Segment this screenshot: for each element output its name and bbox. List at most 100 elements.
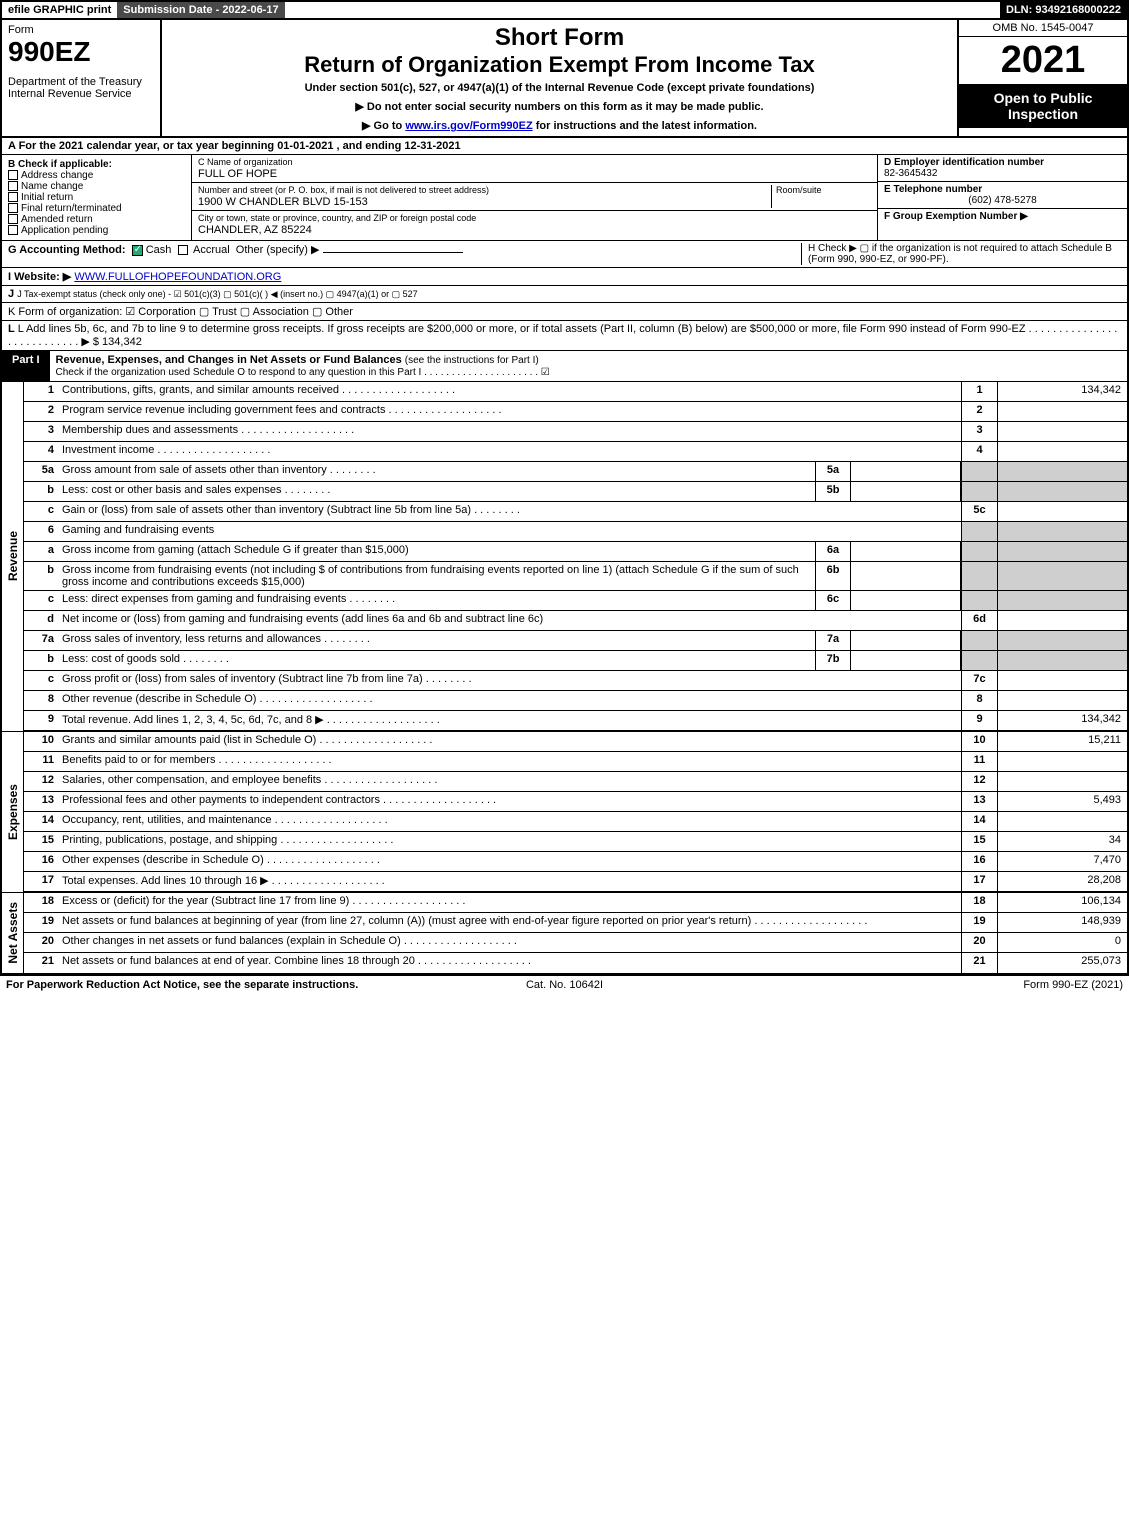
l21-val: 255,073 (997, 953, 1127, 973)
l5b-desc: Less: cost or other basis and sales expe… (58, 482, 815, 501)
grp-lbl: F Group Exemption Number ▶ (884, 211, 1028, 222)
l7c-desc: Gross profit or (loss) from sales of inv… (58, 671, 961, 690)
net-lines: 18Excess or (deficit) for the year (Subt… (24, 893, 1127, 973)
l8-desc: Other revenue (describe in Schedule O) (58, 691, 961, 710)
col-c: C Name of organization FULL OF HOPE Numb… (192, 155, 877, 240)
cb-name-change[interactable]: Name change (8, 181, 185, 192)
l7b-subval (851, 651, 961, 670)
c-addr-row: Number and street (or P. O. box, if mail… (192, 183, 877, 211)
l1-val: 134,342 (997, 382, 1127, 401)
goto-link[interactable]: www.irs.gov/Form990EZ (405, 120, 532, 132)
l18-val: 106,134 (997, 893, 1127, 912)
return-title: Return of Organization Exempt From Incom… (168, 52, 951, 78)
cb-amended-return[interactable]: Amended return (8, 214, 185, 225)
form-header: Form 990EZ Department of the Treasury In… (0, 20, 1129, 138)
l21-desc: Net assets or fund balances at end of ye… (58, 953, 961, 973)
l19-desc: Net assets or fund balances at beginning… (58, 913, 961, 932)
org-address: 1900 W CHANDLER BLVD 15-153 (198, 196, 368, 208)
row-k: K Form of organization: ☑ Corporation ▢ … (0, 303, 1129, 321)
cb-accrual[interactable] (178, 245, 188, 255)
c-name-lbl: C Name of organization (198, 157, 293, 167)
topbar-spacer (285, 2, 1000, 18)
l2-val (997, 402, 1127, 421)
tel-val: (602) 478-5278 (884, 195, 1121, 206)
part1-header: Part I Revenue, Expenses, and Changes in… (0, 351, 1129, 382)
l4-val (997, 442, 1127, 461)
net-side-label: Net Assets (2, 893, 24, 973)
l14-val (997, 812, 1127, 831)
l6-desc: Gaming and fundraising events (58, 522, 961, 541)
cb-initial-return[interactable]: Initial return (8, 192, 185, 203)
part1-check: Check if the organization used Schedule … (56, 367, 550, 378)
dln-label: DLN: 93492168000222 (1000, 2, 1127, 18)
l3-val (997, 422, 1127, 441)
expenses-side-label: Expenses (2, 732, 24, 892)
l9-val: 134,342 (997, 711, 1127, 730)
room-lbl: Room/suite (776, 185, 822, 195)
row-i: I Website: ▶ WWW.FULLOFHOPEFOUNDATION.OR… (0, 268, 1129, 286)
row-l: L L Add lines 5b, 6c, and 7b to line 9 t… (0, 321, 1129, 351)
l5c-val (997, 502, 1127, 521)
header-right: OMB No. 1545-0047 2021 Open to Public In… (957, 20, 1127, 136)
l18-desc: Excess or (deficit) for the year (Subtra… (58, 893, 961, 912)
ein-lbl: D Employer identification number (884, 157, 1044, 168)
l5a-desc: Gross amount from sale of assets other t… (58, 462, 815, 481)
l6b-desc: Gross income from fundraising events (no… (58, 562, 815, 590)
revenue-side-label: Revenue (2, 382, 24, 731)
header-left: Form 990EZ Department of the Treasury In… (2, 20, 162, 136)
row-g-h: G Accounting Method: Cash Accrual Other … (0, 241, 1129, 268)
l7c-val (997, 671, 1127, 690)
l9-desc: Total revenue. Add lines 1, 2, 3, 4, 5c,… (58, 711, 961, 730)
l10-desc: Grants and similar amounts paid (list in… (58, 732, 961, 751)
net-assets-table: Net Assets 18Excess or (deficit) for the… (0, 892, 1129, 975)
l12-desc: Salaries, other compensation, and employ… (58, 772, 961, 791)
c-name-row: C Name of organization FULL OF HOPE (192, 155, 877, 183)
do-not-enter: ▶ Do not enter social security numbers o… (168, 100, 951, 113)
i-lbl: I Website: ▶ (8, 271, 71, 283)
cb-final-return[interactable]: Final return/terminated (8, 203, 185, 214)
row-j: J J Tax-exempt status (check only one) -… (0, 286, 1129, 303)
l5b-subval (851, 482, 961, 501)
line-a: A For the 2021 calendar year, or tax yea… (0, 138, 1129, 155)
cb-cash[interactable] (132, 245, 143, 256)
l5c-desc: Gain or (loss) from sale of assets other… (58, 502, 961, 521)
footer-left: For Paperwork Reduction Act Notice, see … (6, 979, 526, 991)
website-link[interactable]: WWW.FULLOFHOPEFOUNDATION.ORG (74, 271, 281, 283)
form-word: Form (8, 24, 154, 36)
footer-right: Form 990-EZ (2021) (603, 979, 1123, 991)
l20-desc: Other changes in net assets or fund bala… (58, 933, 961, 952)
l17-desc: Total expenses. Add lines 10 through 16 … (58, 872, 961, 891)
g-lbl: G Accounting Method: (8, 244, 126, 256)
l6b-subval (851, 562, 961, 590)
tax-year: 2021 (959, 37, 1127, 84)
l12-val (997, 772, 1127, 791)
l7b-desc: Less: cost of goods sold (58, 651, 815, 670)
part1-sub: (see the instructions for Part I) (405, 355, 539, 366)
revenue-lines: 1Contributions, gifts, grants, and simil… (24, 382, 1127, 731)
f-group: F Group Exemption Number ▶ (878, 209, 1127, 224)
l16-val: 7,470 (997, 852, 1127, 871)
omb-number: OMB No. 1545-0047 (959, 20, 1127, 37)
bcd-block: B Check if applicable: Address change Na… (0, 155, 1129, 241)
l7a-subval (851, 631, 961, 650)
l15-val: 34 (997, 832, 1127, 851)
expenses-lines: 10Grants and similar amounts paid (list … (24, 732, 1127, 892)
under-section: Under section 501(c), 527, or 4947(a)(1)… (168, 82, 951, 94)
cb-address-change[interactable]: Address change (8, 170, 185, 181)
l6d-val (997, 611, 1127, 630)
c-city-lbl: City or town, state or province, country… (198, 213, 476, 223)
org-name: FULL OF HOPE (198, 168, 277, 180)
goto-pre: ▶ Go to (362, 120, 405, 132)
l2-desc: Program service revenue including govern… (58, 402, 961, 421)
g-accounting: G Accounting Method: Cash Accrual Other … (8, 243, 801, 265)
org-city: CHANDLER, AZ 85224 (198, 224, 312, 236)
cb-application-pending[interactable]: Application pending (8, 225, 185, 236)
col-d: D Employer identification number 82-3645… (877, 155, 1127, 240)
efile-label[interactable]: efile GRAPHIC print (2, 2, 117, 18)
col-b: B Check if applicable: Address change Na… (2, 155, 192, 240)
l-val: 134,342 (102, 336, 142, 348)
d-ein: D Employer identification number 82-3645… (878, 155, 1127, 182)
submission-date: Submission Date - 2022-06-17 (117, 2, 284, 18)
other-specify-input[interactable] (323, 252, 463, 253)
l6c-desc: Less: direct expenses from gaming and fu… (58, 591, 815, 610)
